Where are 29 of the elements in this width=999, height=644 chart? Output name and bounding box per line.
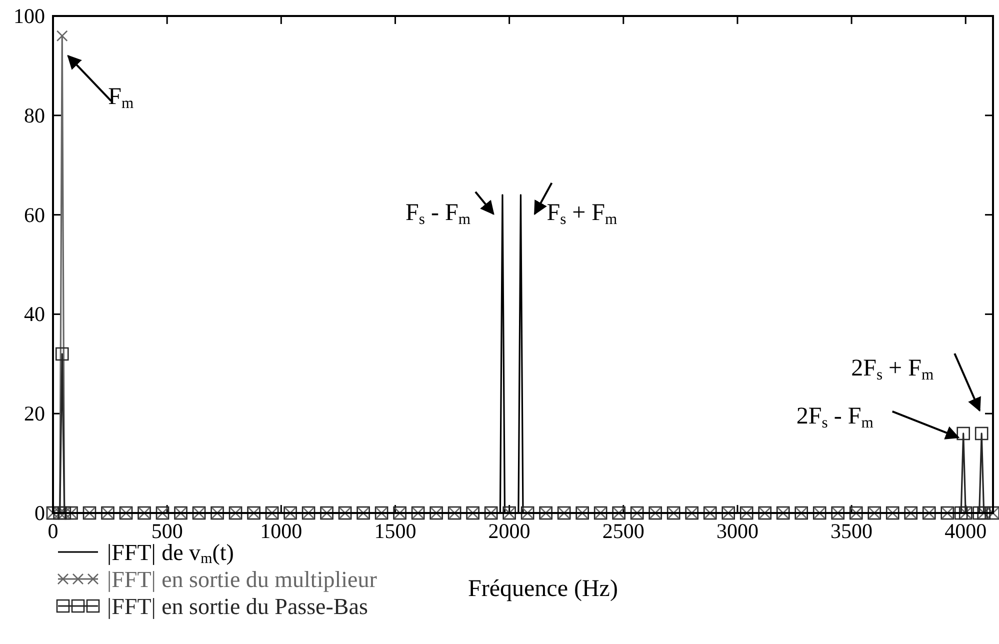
y-tick-label: 0 <box>34 501 45 525</box>
legend-label: |FFT| en sortie du multiplieur <box>107 567 378 592</box>
x-tick-label: 3500 <box>830 519 873 543</box>
x-tick-label: 2500 <box>602 519 644 543</box>
annotation: F$_{m}$ <box>108 84 134 112</box>
annotation: F$_{s}$ - F$_{m}$ <box>406 200 470 228</box>
annotation: 2F$_{s}$ - F$_{m}$ <box>796 403 874 431</box>
y-tick-label: 80 <box>24 103 45 128</box>
x-tick-label: 1500 <box>374 519 416 543</box>
x-tick-label: 3000 <box>716 519 758 543</box>
y-tick-label: 100 <box>14 4 45 28</box>
x-tick-label: 1000 <box>260 519 302 543</box>
annotation: 2F$_{s}$ + F$_{m}$ <box>851 355 934 383</box>
y-tick-label: 60 <box>24 202 45 227</box>
x-tick-label: 500 <box>151 519 183 543</box>
x-tick-label: 2000 <box>488 519 530 543</box>
y-tick-label: 40 <box>24 302 45 326</box>
point <box>55 347 69 361</box>
y-tick-label: 20 <box>24 402 45 426</box>
annotation: F$_{s}$ + F$_{m}$ <box>546 200 618 228</box>
x-axis-title: Fréquence (Hz) <box>468 576 618 602</box>
point <box>956 426 970 440</box>
point <box>974 426 988 440</box>
point <box>954 506 968 520</box>
point <box>972 506 986 520</box>
legend-label: |FFT| en sortie du Passe-Bas <box>107 594 368 619</box>
legend-label: |FFT| de v$_{m}$(t) <box>107 540 234 568</box>
point <box>56 30 68 42</box>
x-tick-label: 4000 <box>944 519 987 543</box>
